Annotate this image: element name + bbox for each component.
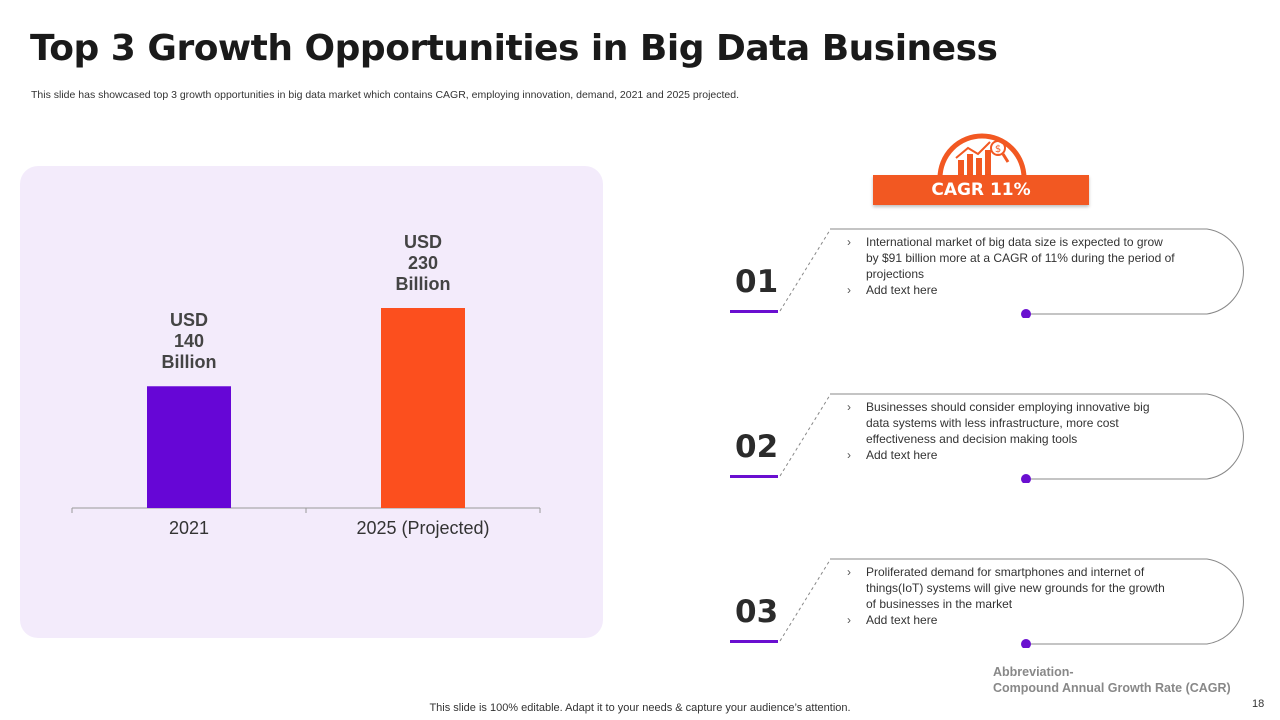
abbreviation-text: Compound Annual Growth Rate (CAGR) <box>993 681 1231 695</box>
bullet-item: › Add text here <box>847 613 938 627</box>
x-tick-label: 2021 <box>168 518 210 538</box>
bullet-item: › Businesses should consider employing in… <box>847 400 1150 446</box>
footer-note: This slide is 100% editable. Adapt it to… <box>429 702 851 714</box>
bullet-list: › International market of big data size i… <box>845 234 1175 298</box>
bar-data-label: USD 140 Billion <box>161 310 217 373</box>
growth-chart-dollar-icon: $ <box>937 133 1027 179</box>
opportunity-frame <box>779 393 1244 483</box>
chevron-right-icon: › <box>847 613 851 627</box>
chevron-right-icon: › <box>847 283 851 297</box>
abbreviation-note: Abbreviation- Compound Annual Growth Rat… <box>993 664 1231 696</box>
bar-2 <box>381 308 465 508</box>
cagr-banner: CAGR 11% <box>873 175 1089 205</box>
opportunity-frame <box>779 558 1244 648</box>
bullet-item: › International market of big data size i… <box>847 235 1175 281</box>
item-number: 02 <box>735 429 779 465</box>
slide-subtitle: This slide has showcased top 3 growth op… <box>31 89 740 101</box>
bar-data-label: USD 230 Billion <box>395 232 451 294</box>
chevron-right-icon: › <box>847 235 851 249</box>
chevron-right-icon: › <box>847 565 851 579</box>
opportunity-item-3: 03 › Proliferated demand for smartphones … <box>725 558 1265 648</box>
slide-title: Top 3 Growth Opportunities in Big Data B… <box>30 28 998 69</box>
bullet-list: › Businesses should consider employing in… <box>845 399 1175 463</box>
x-tick-label: 2025 (Projected) <box>356 518 490 538</box>
opportunity-item-2: 02 › Businesses should consider employing… <box>725 393 1265 483</box>
opportunity-frame <box>779 228 1244 318</box>
bullet-item: › Proliferated demand for smartphones and… <box>847 565 1165 611</box>
page-number: 18 <box>1252 698 1265 710</box>
bar-chart <box>71 308 541 513</box>
number-underline <box>730 640 778 643</box>
item-number: 01 <box>735 264 779 300</box>
item-number: 03 <box>735 594 779 630</box>
timeline-dot <box>1021 474 1031 483</box>
chevron-right-icon: › <box>847 448 851 462</box>
chart-panel: USD 140 Billion 2021 USD 230 Billion 2025 (… <box>20 166 603 638</box>
bullet-item: › Add text here <box>847 448 938 462</box>
abbreviation-heading: Abbreviation- <box>993 665 1074 679</box>
number-underline <box>730 310 778 313</box>
svg-text:$: $ <box>995 144 1001 155</box>
bullet-item: › Add text here <box>847 283 938 297</box>
chevron-right-icon: › <box>847 400 851 414</box>
bar-1 <box>147 386 231 508</box>
bullet-list: › Proliferated demand for smartphones and… <box>845 564 1175 628</box>
number-underline <box>730 475 778 478</box>
opportunity-item-1: 01 › International market of big data siz… <box>725 228 1265 318</box>
timeline-dot <box>1021 309 1031 318</box>
timeline-dot <box>1021 639 1031 648</box>
